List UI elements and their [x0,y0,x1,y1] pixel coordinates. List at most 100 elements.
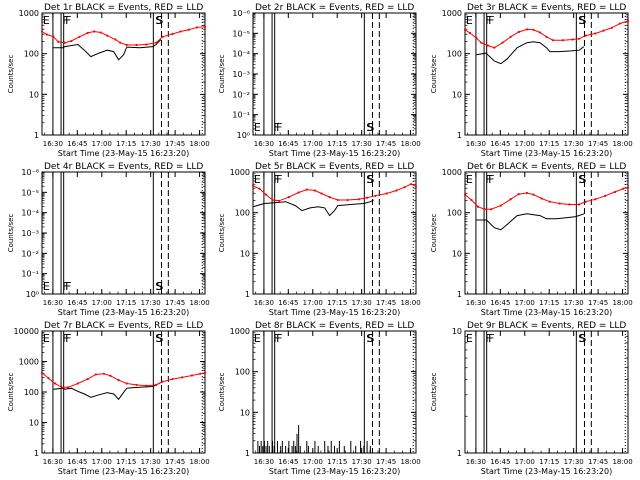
lld-data-point [395,189,398,192]
x-tick-label: 16:30 [43,140,63,148]
lld-data-point [135,43,138,47]
marker-letter: F [273,332,279,345]
lld-data-point [264,193,268,196]
lld-data-point [538,31,542,34]
lld-data-point [475,37,478,40]
y-tick-label: 10⁻¹ [232,111,250,120]
panel-1: Det 1r BLACK = Events, RED = LLD 1 10 100 10… [7,3,210,158]
lld-data-point [63,41,66,44]
x-tick-label: 16:30 [254,458,274,466]
y-tick-label: 100 [235,209,250,218]
marker-letter: F [276,121,282,134]
x-tick-label: 17:15 [327,458,347,466]
lld-data-point [486,44,489,47]
marker-letter: F [488,14,494,27]
lld-data-point [86,31,89,35]
y-axis-label: Counts/sec [430,55,438,94]
panel-5: Det 5r BLACK = Events, RED = LLD 1 10 100 10… [218,162,421,317]
lld-data-point [52,35,55,38]
lld-series-line [41,26,206,46]
lld-data-point [179,30,182,33]
y-axis-label: Counts/sec [7,55,15,94]
marker-letter: S [578,332,585,345]
panel-title: Det 3r BLACK = Events, RED = LLD [467,3,626,13]
x-axis-label: Start Time (23-May-15 16:23:20) [269,149,400,158]
x-tick-label: 17:45 [165,299,185,307]
events-series-line [476,41,585,65]
x-tick-label: 18:00 [612,299,632,307]
x-tick-label: 17:30 [352,299,372,307]
plot-frame [464,12,629,136]
x-tick-label: 17:45 [376,140,396,148]
y-tick-label: 1 [245,449,250,458]
events-series-line [53,39,162,61]
y-axis-label: Counts/sec [218,214,226,253]
marker-letter: F [485,332,491,345]
marker-letter: S [367,332,374,345]
x-tick-label: 17:45 [376,299,396,307]
lld-data-point [410,182,413,186]
lld-data-point [70,39,73,43]
x-tick-label: 17:15 [116,299,136,307]
marker-letter: F [276,173,282,186]
plot-frame [41,12,206,136]
lld-data-point [483,208,486,211]
y-tick-label: 1 [34,449,39,458]
marker-letter: E [43,14,50,27]
x-tick-label: 18:00 [400,140,420,148]
lld-data-point [40,371,44,375]
lld-data-point [199,372,202,375]
marker-letter: E [43,332,50,345]
x-tick-label: 17:00 [303,140,323,148]
x-tick-label: 17:00 [92,458,112,466]
x-tick-label: 17:30 [564,140,584,148]
marker-letter: S [367,121,374,134]
x-tick-label: 17:30 [141,140,161,148]
lld-data-point [517,30,520,34]
y-tick-label: 10⁻⁶ [232,9,250,18]
y-tick-label: 10 [240,249,250,258]
lld-data-point [203,371,207,375]
lld-data-point [532,28,535,31]
y-tick-label: 1000 [230,327,250,336]
marker-letter: E [254,121,261,134]
y-tick-label: 1 [457,290,462,299]
marker-letter: E [254,332,261,345]
lld-data-point [45,33,48,36]
lld-data-point [171,32,174,36]
plot-frame [252,330,417,454]
lld-series-line [252,183,417,202]
y-tick-label: 10⁻³ [232,70,250,79]
x-tick-label: 17:15 [116,140,136,148]
lld-data-point [119,41,122,44]
lld-data-point [181,376,184,379]
lld-data-point [594,32,597,35]
y-axis-label: Counts/sec [218,55,226,94]
y-tick-label: 1 [457,131,462,140]
x-axis-label: Start Time (23-May-15 16:23:20) [58,467,189,476]
marker-letter: S [366,173,373,186]
marker-letter: F [276,332,282,345]
x-tick-label: 16:45 [490,458,510,466]
x-tick-label: 18:00 [400,299,420,307]
y-axis-label: Counts/sec [430,214,438,253]
lld-data-point [525,28,529,31]
x-tick-label: 17:00 [303,299,323,307]
plot-frame [252,12,417,136]
lld-data-point [145,384,148,387]
lld-data-point [114,38,117,41]
y-tick-label: 100 [447,50,462,59]
x-tick-label: 17:15 [327,140,347,148]
x-tick-label: 16:45 [67,299,87,307]
y-tick-label: 10⁻⁴ [21,209,39,218]
lld-data-point [346,198,349,202]
y-tick-label: 10 [452,327,462,336]
x-tick-label: 18:00 [612,458,632,466]
lld-data-point [548,200,551,203]
events-series-line [53,381,162,401]
lld-data-point [135,383,138,387]
lld-data-point [125,382,128,385]
y-tick-label: 1000 [19,9,39,18]
x-tick-label: 17:15 [539,140,559,148]
x-tick-label: 17:45 [165,458,185,466]
